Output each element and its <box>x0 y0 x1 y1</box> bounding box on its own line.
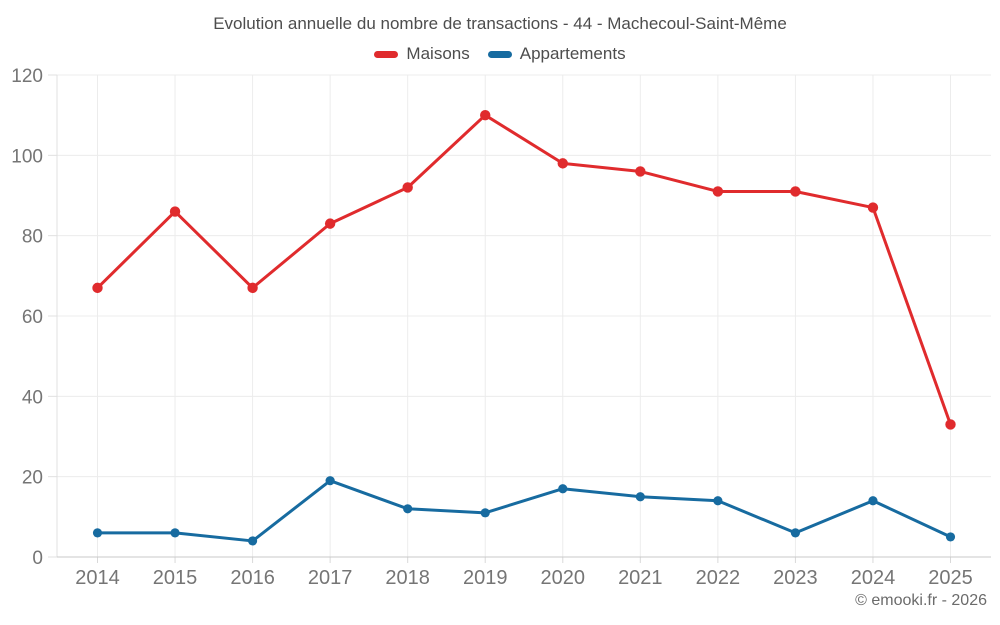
svg-text:2016: 2016 <box>230 567 275 589</box>
legend-label-maisons: Maisons <box>406 44 470 63</box>
svg-text:60: 60 <box>22 307 43 328</box>
svg-text:120: 120 <box>11 66 43 87</box>
svg-text:80: 80 <box>22 227 43 248</box>
svg-text:2015: 2015 <box>153 567 198 589</box>
chart-title: Evolution annuelle du nombre de transact… <box>213 14 787 33</box>
appartements-series-marker-icon <box>487 50 512 58</box>
copyright-text: © emooki.fr - 2026 <box>855 592 987 609</box>
svg-text:100: 100 <box>11 146 43 167</box>
svg-text:20: 20 <box>22 468 43 489</box>
svg-text:2023: 2023 <box>773 567 818 589</box>
svg-text:40: 40 <box>22 387 43 408</box>
legend-item-appartements[interactable]: Appartements <box>487 44 626 64</box>
svg-text:2014: 2014 <box>75 567 120 589</box>
svg-text:2020: 2020 <box>541 567 586 589</box>
svg-text:2024: 2024 <box>851 567 896 589</box>
svg-text:2019: 2019 <box>463 567 508 589</box>
maisons-series-marker-icon <box>374 50 399 58</box>
svg-text:2021: 2021 <box>618 567 663 589</box>
svg-text:2025: 2025 <box>928 567 973 589</box>
legend-item-maisons[interactable]: Maisons <box>374 44 470 64</box>
svg-text:2018: 2018 <box>385 567 430 589</box>
svg-text:2022: 2022 <box>696 567 741 589</box>
legend-label-appartements: Appartements <box>519 44 626 63</box>
svg-text:2017: 2017 <box>308 567 353 589</box>
chart-legend: Maisons Appartements <box>0 44 1000 64</box>
svg-text:0: 0 <box>32 548 43 569</box>
